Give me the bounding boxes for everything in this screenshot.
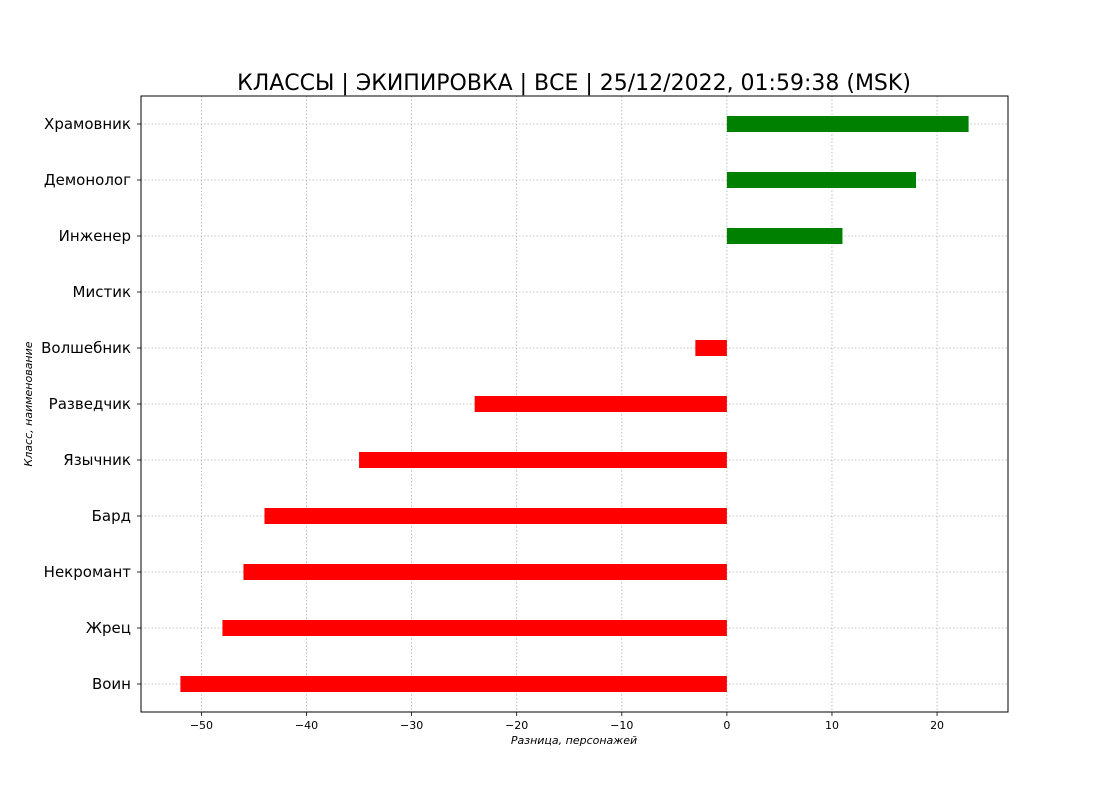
x-tick-label: −30	[400, 719, 423, 732]
y-axis-label: Класс, наименование	[22, 341, 35, 466]
category-label: Инженер	[59, 227, 131, 245]
bar	[726, 116, 969, 132]
x-tick-label: 0	[723, 719, 730, 732]
bar	[474, 396, 727, 412]
bars-layer	[180, 116, 969, 692]
bar	[180, 676, 727, 692]
category-label: Бард	[92, 507, 131, 525]
category-label: Мистик	[73, 283, 131, 301]
bar	[243, 564, 727, 580]
category-label: Храмовник	[44, 115, 131, 133]
x-tick-label: −50	[190, 719, 213, 732]
x-tick-label: 20	[930, 719, 944, 732]
bar	[726, 172, 917, 188]
x-tick-label: −20	[505, 719, 528, 732]
bar	[695, 340, 727, 356]
bar	[359, 452, 727, 468]
x-tick-label: −10	[610, 719, 633, 732]
x-axis-label: Разница, персонажей	[511, 734, 637, 747]
category-label: Некромант	[44, 563, 132, 581]
category-label: Разведчик	[49, 395, 131, 413]
category-label: Демонолог	[44, 171, 131, 189]
chart-title: КЛАССЫ | ЭКИПИРОВКА | ВСЕ | 25/12/2022, …	[237, 71, 911, 96]
bar	[222, 620, 727, 636]
category-label: Волшебник	[41, 339, 131, 357]
category-label: Язычник	[63, 451, 131, 469]
x-tick-label: 10	[825, 719, 839, 732]
category-label: Воин	[92, 675, 131, 693]
bar	[726, 228, 843, 244]
ticks-layer: −50 −40 −30 −20 −10 0 10 20 Воин Жрец Некромант Бар…	[41, 115, 944, 732]
category-label: Жрец	[86, 619, 131, 637]
bar	[264, 508, 727, 524]
x-tick-label: −40	[295, 719, 318, 732]
